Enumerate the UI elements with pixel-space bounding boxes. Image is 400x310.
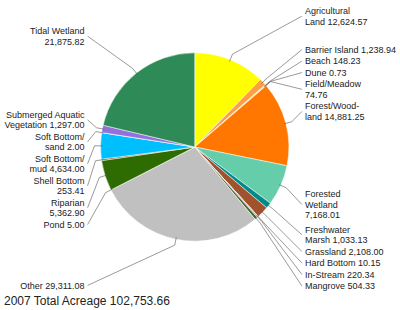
label-line: land 14,881.25 — [305, 112, 365, 122]
slice-label: Barrier Island 1,238.94 — [305, 45, 396, 55]
slice-label: Hard Bottom 10.15 — [305, 258, 381, 268]
slice-label: Pond 5.00 — [44, 220, 85, 230]
label-line: Riparian — [51, 198, 85, 208]
slice-label: Beach 148.23 — [305, 56, 361, 66]
label-line: Forested — [305, 189, 341, 199]
background — [0, 0, 400, 310]
leader-line — [88, 160, 104, 186]
label-line: Vegetation 1,297.00 — [4, 120, 84, 130]
slice-label: ForestedWetland7,168.01 — [305, 189, 341, 220]
footer: 2007 Total Acreage 102,753.66 — [4, 294, 170, 308]
label-line: Agricultural — [305, 6, 350, 16]
label-line: sand 2.00 — [45, 142, 85, 152]
slice-label: Soft Bottom/sand 2.00 — [35, 132, 85, 153]
label-line: 7,168.01 — [305, 210, 340, 220]
slice-label: Other 29,311.08 — [20, 281, 84, 291]
leader-lines — [88, 16, 302, 286]
slice-label: Grassland 2,108.00 — [305, 247, 384, 257]
slice-label: Shell Bottom253.41 — [34, 176, 85, 197]
leader-line — [255, 217, 302, 286]
label-line: Tidal Wetland — [30, 26, 85, 36]
label-line: Hard Bottom 10.15 — [305, 258, 381, 268]
slice-label: Tidal Wetland21,875.82 — [30, 26, 85, 47]
leader-line — [88, 189, 113, 225]
label-line: Land 12,624.57 — [305, 17, 368, 27]
slice-label: In-Stream 220.34 — [305, 270, 375, 280]
label-line: Pond 5.00 — [44, 220, 85, 230]
leader-line — [265, 82, 302, 90]
label-line: Marsh 1,033.13 — [305, 235, 368, 245]
label-line: Freshwater — [305, 225, 350, 235]
slice-label: Forest/Wood-land 14,881.25 — [305, 101, 365, 122]
label-line: mud 4,634.00 — [30, 164, 85, 174]
slice-label: Soft Bottom/mud 4,634.00 — [30, 154, 86, 175]
slice-labels: AgriculturalLand 12,624.57 Barrier Island… — [4, 6, 396, 291]
slice-label: FreshwaterMarsh 1,033.13 — [305, 225, 368, 246]
leader-line — [230, 16, 302, 61]
label-line: In-Stream 220.34 — [305, 270, 375, 280]
label-line: Barrier Island 1,238.94 — [305, 45, 396, 55]
label-line: 21,875.82 — [45, 37, 85, 47]
slice-label: Submerged AquaticVegetation 1,297.00 — [4, 110, 85, 131]
chart: AgriculturalLand 12,624.57 Barrier Island… — [0, 0, 400, 310]
leader-line — [257, 215, 302, 263]
label-line: Shell Bottom — [34, 176, 85, 186]
label-line: Beach 148.23 — [305, 56, 361, 66]
leader-line — [279, 185, 302, 205]
label-line: Mangrove 504.33 — [305, 281, 375, 291]
leader-line — [88, 146, 103, 164]
label-line: Submerged Aquatic — [6, 110, 85, 120]
label-line: Other 29,311.08 — [20, 281, 84, 291]
leader-line — [261, 211, 302, 252]
label-line: Grassland 2,108.00 — [305, 247, 384, 257]
leader-line — [88, 132, 104, 142]
label-line: 253.41 — [57, 186, 85, 196]
leader-line — [88, 175, 107, 208]
label-line: Soft Bottom/ — [35, 154, 85, 164]
slice-label: Dune 0.73 — [305, 68, 347, 78]
leader-line — [88, 237, 177, 285]
label-line: Wetland — [305, 200, 338, 210]
label-line: Dune 0.73 — [305, 68, 347, 78]
pie-slice — [103, 53, 195, 147]
leader-line — [88, 36, 138, 74]
leader-line — [284, 111, 302, 123]
label-line: 5,362.90 — [50, 208, 85, 218]
pie — [101, 53, 289, 241]
label-line: 74.76 — [305, 90, 328, 100]
label-line: Soft Bottom/ — [35, 132, 85, 142]
label-line: Field/Meadow — [305, 79, 362, 89]
leader-line — [256, 216, 301, 275]
slice-label: AgriculturalLand 12,624.57 — [305, 6, 368, 27]
slice-label: Field/Meadow74.76 — [305, 79, 362, 100]
label-line: Forest/Wood- — [305, 101, 359, 111]
slice-label: Riparian5,362.90 — [50, 198, 85, 219]
leader-line — [88, 120, 105, 129]
leader-line — [267, 204, 302, 234]
slice-label: Mangrove 504.33 — [305, 281, 375, 291]
